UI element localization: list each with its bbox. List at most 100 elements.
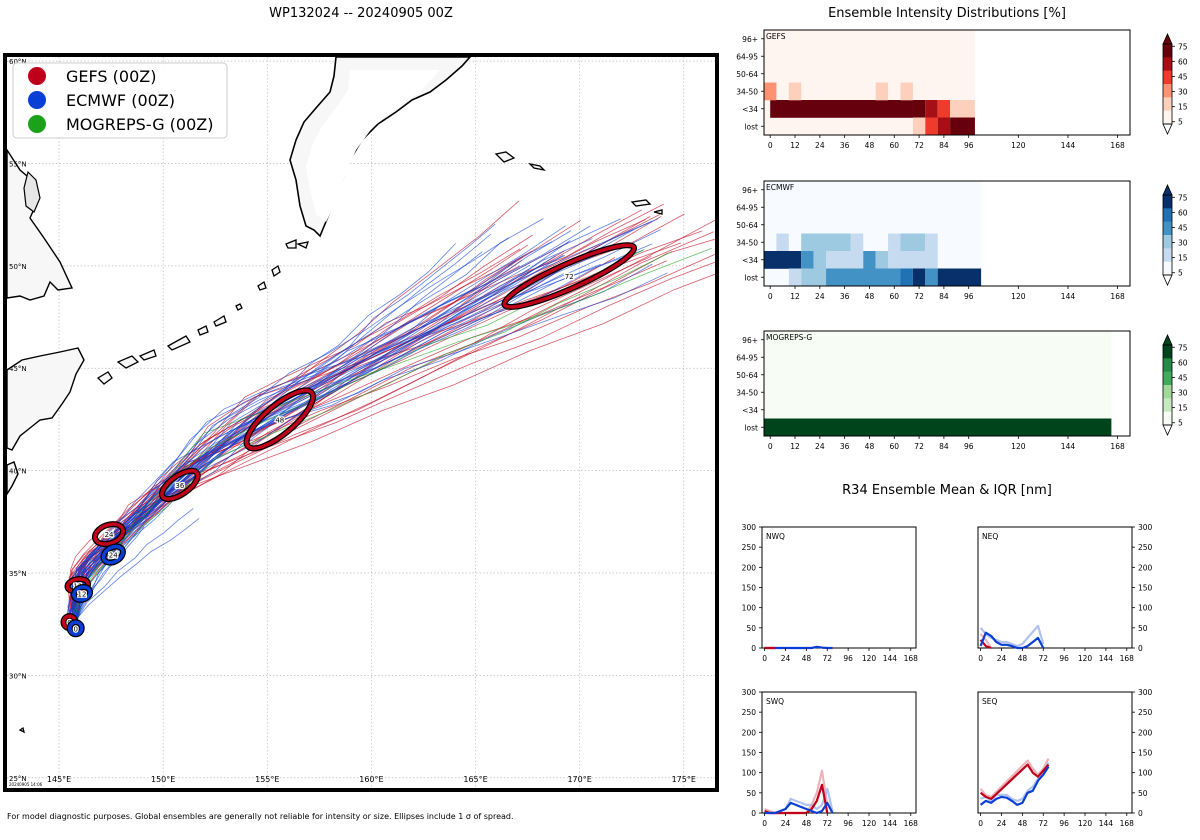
colorbar-tick-label: 60 xyxy=(1178,358,1188,367)
r34-ytick-label: 0 xyxy=(751,809,756,818)
r34-ytick-label: 150 xyxy=(1138,749,1153,758)
r34-series-ecmwf-mean xyxy=(764,645,833,650)
map-timestamp: 20240905 14:06 xyxy=(9,782,43,787)
heatmap-xtick-label: 0 xyxy=(768,141,773,150)
r34-xtick-label: 120 xyxy=(862,654,877,663)
r34-ytick-label: 200 xyxy=(742,728,757,737)
r34-xtick-label: 144 xyxy=(883,819,898,828)
r34-ytick-label: 250 xyxy=(1138,708,1153,717)
colorbar-tick-label: 45 xyxy=(1178,72,1188,81)
heatmap-xtick-label: 24 xyxy=(815,442,825,451)
heatmap-xtick-label: 60 xyxy=(889,141,899,150)
r34-xtick-label: 96 xyxy=(843,819,853,828)
colorbar-tick-label: 75 xyxy=(1178,193,1188,202)
heatmap-ytick-label: 96+ xyxy=(742,186,758,195)
heatmap-xtick-label: 48 xyxy=(865,141,875,150)
r34-ytick-label: 250 xyxy=(742,708,757,717)
r34-quadrant-label: NEQ xyxy=(982,532,998,541)
ellipse-gefs-ring xyxy=(244,388,315,451)
heatmap-cell xyxy=(937,100,951,118)
heatmap-xtick-label: 36 xyxy=(840,292,850,301)
r34-xtick-label: 0 xyxy=(762,819,767,828)
heatmap-xtick-label: 120 xyxy=(1011,292,1026,301)
heatmap-xtick-label: 24 xyxy=(815,141,825,150)
heatmap-ytick-label: 96+ xyxy=(742,35,758,44)
heatmap-ytick-label: 50-64 xyxy=(736,371,758,380)
heatmap-xtick-label: 84 xyxy=(939,292,949,301)
heatmap-cell xyxy=(925,100,938,118)
heatmap-xtick-label: 84 xyxy=(939,141,949,150)
map-xtick-label: 150°E xyxy=(151,775,175,784)
r34-plot-area xyxy=(761,526,917,649)
heatmap-section-title: Ensemble Intensity Distributions [%] xyxy=(828,6,1066,21)
r34-xtick-label: 120 xyxy=(1078,819,1093,828)
ellipse-ecmwf-tau-label: 0 xyxy=(73,625,77,633)
ellipse-gefs-tau-label: 72 xyxy=(565,273,574,281)
r34-ytick-label: 100 xyxy=(1138,604,1153,613)
colorbar-tick-label: 75 xyxy=(1178,343,1188,352)
legend-label-mogreps: MOGREPS-G (00Z) xyxy=(66,115,213,134)
ellipse-ecmwf-tau-label: 12 xyxy=(78,590,87,598)
heatmap-xtick-label: 36 xyxy=(840,442,850,451)
map-xtick-label: 155°E xyxy=(255,775,279,784)
colorbar-tick-label: 30 xyxy=(1178,389,1188,398)
legend-box xyxy=(12,62,228,139)
land-islet xyxy=(18,726,25,734)
heatmap-xtick-label: 0 xyxy=(768,442,773,451)
track-ecmwf-member xyxy=(72,251,483,627)
heatmap-cell xyxy=(937,268,982,287)
colorbar-segment xyxy=(1163,385,1172,399)
land-kuril-4 xyxy=(166,335,191,351)
land-kuril-8 xyxy=(257,280,267,291)
heatmap-xtick-label: 0 xyxy=(768,292,773,301)
ellipse-gefs-ring xyxy=(160,469,200,501)
track-gefs-member xyxy=(68,230,703,626)
heatmap-ytick-label: 34-50 xyxy=(736,87,758,96)
heatmap-cell xyxy=(764,418,1112,437)
heatmap-ytick-label: lost xyxy=(744,273,758,282)
r34-xtick-label: 24 xyxy=(997,654,1007,663)
heatmap-cell xyxy=(925,268,938,287)
r34-ytick-label: 300 xyxy=(742,523,757,532)
r34-ytick-label: 100 xyxy=(742,769,757,778)
r34-xtick-label: 72 xyxy=(822,654,832,663)
r34-xtick-label: 72 xyxy=(1038,819,1048,828)
colorbar-segment xyxy=(1163,345,1172,359)
land-kuril-5 xyxy=(197,325,209,336)
r34-ytick-label: 300 xyxy=(742,688,757,697)
heatmap-ytick-label: 64-95 xyxy=(736,203,758,212)
colorbar-frame xyxy=(1162,344,1173,426)
heatmap-cell xyxy=(801,268,827,287)
heatmap-cell xyxy=(900,82,913,101)
ellipse-ecmwf-tau-12 xyxy=(70,584,94,603)
colorbar-tick-label: 15 xyxy=(1178,404,1188,413)
land-aleutian-1 xyxy=(630,199,652,207)
heatmap-ytick-label: 34-50 xyxy=(736,238,758,247)
heatmap-xtick-label: 12 xyxy=(790,442,800,451)
map-legend: GEFS (00Z) ECMWF (00Z) MOGREPS-G (00Z) xyxy=(12,62,228,139)
colorbar-tick-label: 75 xyxy=(1178,42,1188,51)
ellipse-ecmwf-tau-label: 24 xyxy=(109,552,118,560)
colorbar-min-arrow xyxy=(1162,274,1173,286)
colorbar-tick-label: 60 xyxy=(1178,57,1188,66)
land-kuril-6 xyxy=(213,315,227,327)
heatmap-cell xyxy=(863,251,876,269)
r34-series-gefs-mean xyxy=(979,763,1050,801)
heatmap-xtick-label: 12 xyxy=(790,141,800,150)
track-mogreps-member xyxy=(75,247,712,626)
land-kamchatka-inner xyxy=(306,70,440,222)
heatmap-xtick-label: 168 xyxy=(1110,141,1125,150)
heatmap-cell xyxy=(912,117,926,136)
colorbar-min-arrow xyxy=(1162,424,1173,436)
heatmap-cell xyxy=(888,233,901,252)
legend-marker-gefs xyxy=(28,67,46,85)
r34-quadrant-label: SEQ xyxy=(982,697,997,706)
r34-ytick-label: 50 xyxy=(746,624,756,633)
legend-marker-ecmwf xyxy=(28,91,46,109)
r34-ytick-label: 100 xyxy=(1138,769,1153,778)
heatmap-ytick-label: lost xyxy=(744,423,758,432)
ellipse-ecmwf-tau-0 xyxy=(66,619,85,638)
r34-xtick-label: 48 xyxy=(802,654,812,663)
